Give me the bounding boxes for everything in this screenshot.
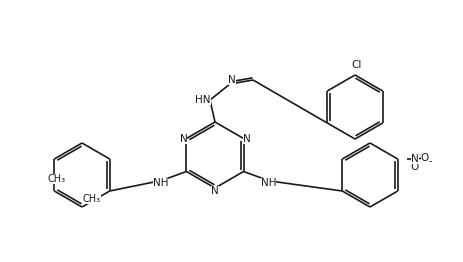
Text: -: - — [428, 156, 432, 166]
Text: Cl: Cl — [351, 60, 362, 70]
Text: CH₃: CH₃ — [47, 174, 65, 184]
Text: N: N — [211, 186, 219, 196]
Text: O: O — [410, 162, 418, 172]
Text: CH₃: CH₃ — [83, 194, 101, 204]
Text: N: N — [228, 75, 235, 85]
Text: O: O — [419, 153, 428, 163]
Text: NH: NH — [152, 177, 168, 188]
Text: N: N — [179, 134, 187, 144]
Text: N: N — [242, 134, 250, 144]
Text: N: N — [410, 154, 418, 164]
Text: HN: HN — [195, 95, 210, 105]
Text: NH: NH — [260, 177, 276, 188]
Text: +: + — [418, 152, 424, 158]
